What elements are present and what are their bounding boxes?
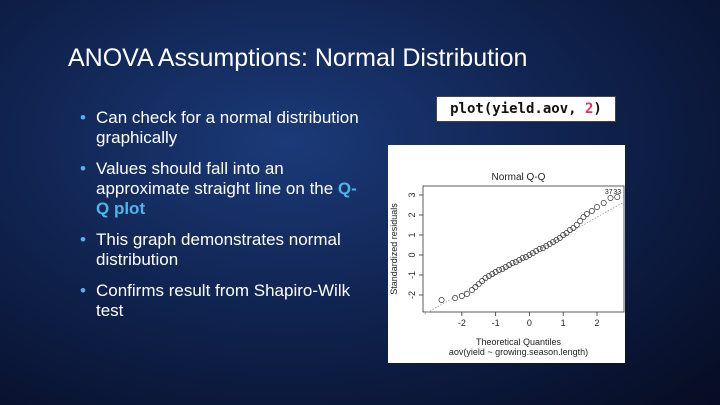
plot-frame bbox=[422, 185, 625, 313]
point bbox=[566, 227, 573, 233]
bullet-text: Values should fall into an approximate s… bbox=[96, 159, 338, 198]
plot-title: Normal Q-Q bbox=[492, 172, 546, 183]
point bbox=[526, 252, 533, 258]
bullet-text: This graph demonstrates normal distribut… bbox=[96, 230, 341, 269]
x-tick-label: 0 bbox=[527, 318, 532, 328]
bullet: Values should fall into an approximate s… bbox=[80, 159, 360, 219]
point bbox=[523, 254, 529, 260]
x-axis-label: Theoretical Quantiles bbox=[476, 337, 562, 347]
point bbox=[469, 287, 475, 293]
point bbox=[512, 259, 519, 265]
x-tick-label: 1 bbox=[561, 318, 566, 328]
bullet: Confirms result from Shapiro-Wilk test bbox=[80, 281, 360, 321]
code-arg: 2 bbox=[584, 101, 594, 117]
point bbox=[594, 204, 600, 210]
point bbox=[600, 200, 607, 206]
point bbox=[482, 275, 489, 281]
point bbox=[550, 239, 557, 245]
bullet-highlight: Q-Q plot bbox=[96, 179, 357, 218]
point bbox=[485, 273, 492, 279]
point bbox=[546, 241, 553, 247]
point bbox=[492, 269, 499, 275]
point bbox=[479, 278, 486, 284]
bullet: This graph demonstrates normal distribut… bbox=[80, 230, 360, 270]
point bbox=[539, 245, 546, 251]
point bbox=[536, 246, 543, 252]
point bbox=[614, 194, 621, 200]
point bbox=[472, 284, 479, 290]
point bbox=[502, 264, 509, 270]
code-close: ) bbox=[593, 101, 602, 117]
point-label: 33 bbox=[613, 189, 621, 196]
y-tick-label: -1 bbox=[407, 271, 417, 279]
point bbox=[496, 267, 502, 273]
y-tick-label: 1 bbox=[407, 232, 417, 237]
point bbox=[577, 218, 584, 224]
point bbox=[458, 293, 465, 299]
point bbox=[533, 248, 540, 254]
point bbox=[580, 214, 587, 220]
bullet-list: Can check for a normal distribution grap… bbox=[80, 108, 360, 332]
point bbox=[509, 260, 516, 266]
bullet: Can check for a normal distribution grap… bbox=[80, 108, 360, 148]
x-tick-label: 2 bbox=[594, 318, 599, 328]
bullet-text: Confirms result from Shapiro-Wilk test bbox=[96, 281, 351, 320]
point bbox=[516, 257, 523, 263]
point bbox=[573, 222, 580, 228]
point bbox=[529, 250, 536, 256]
point bbox=[570, 225, 577, 231]
slide-title: ANOVA Assumptions: Normal Distribution bbox=[68, 44, 528, 72]
bullet-text: Can check for a normal distribution grap… bbox=[96, 108, 359, 147]
qq-plot: Normal Q-Q -2 -1 0 1 2 -2 -1 0 1 2 3 Theoretical Qua… bbox=[388, 145, 625, 363]
point bbox=[543, 243, 550, 249]
y-axis-label: Standardized residuals bbox=[389, 203, 399, 295]
x-tick-label: -2 bbox=[458, 318, 466, 328]
reference-line bbox=[424, 201, 625, 315]
point-label: 37 bbox=[605, 189, 613, 196]
point bbox=[607, 195, 614, 201]
y-tick-label: -2 bbox=[407, 291, 417, 299]
point bbox=[560, 232, 567, 238]
point bbox=[438, 297, 445, 303]
plot-subtitle: aov(yield ~ growing.season.length) bbox=[449, 347, 588, 357]
point bbox=[463, 291, 470, 297]
y-tick-label: 3 bbox=[407, 192, 417, 197]
point bbox=[452, 295, 459, 301]
x-tick-label: -1 bbox=[492, 318, 500, 328]
point bbox=[563, 230, 570, 236]
y-tick-label: 0 bbox=[407, 252, 417, 257]
code-box: plot(yield.aov, 2) bbox=[436, 96, 616, 122]
point bbox=[506, 262, 513, 268]
point bbox=[553, 237, 560, 243]
point bbox=[489, 271, 496, 277]
point bbox=[556, 235, 563, 241]
point bbox=[583, 211, 590, 217]
point bbox=[588, 208, 595, 214]
point bbox=[499, 266, 506, 272]
y-tick-label: 2 bbox=[407, 212, 417, 217]
code-call: plot(yield.aov, bbox=[450, 101, 585, 117]
point bbox=[519, 255, 526, 261]
point bbox=[475, 281, 482, 287]
